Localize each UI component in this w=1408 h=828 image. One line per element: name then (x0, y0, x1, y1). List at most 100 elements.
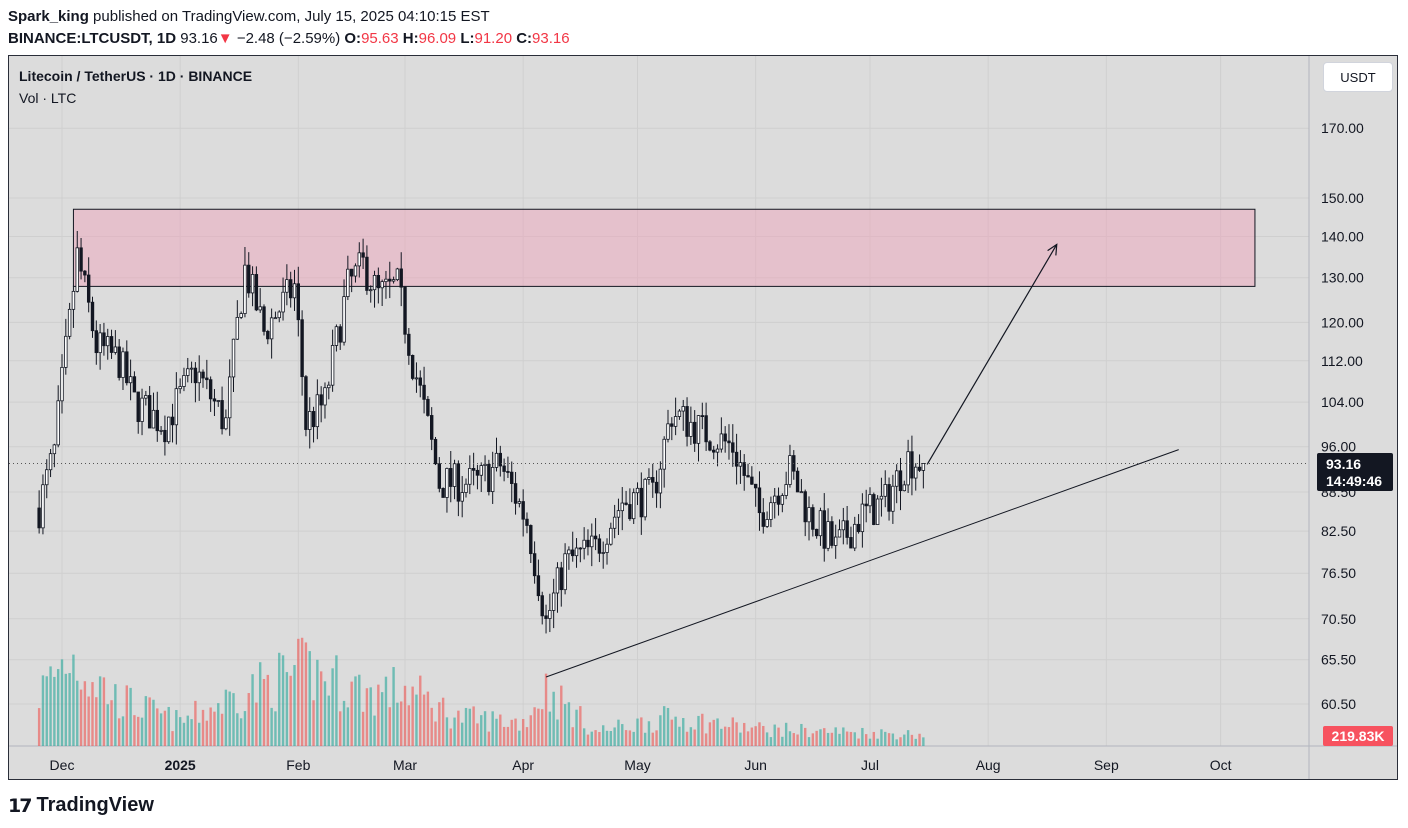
candle-body (182, 375, 186, 387)
volume-bar (651, 732, 654, 746)
time-tick-label: Jul (861, 757, 879, 773)
volume-bar (487, 731, 491, 746)
candle-body (658, 468, 663, 494)
candle-body (64, 335, 68, 368)
volume-bar (777, 727, 780, 746)
candle-body (121, 351, 125, 378)
volume-bar (636, 718, 639, 746)
candle-body (590, 535, 594, 548)
candle-body (914, 466, 918, 479)
volume-bar (811, 733, 815, 746)
time-tick-label: 2025 (165, 757, 196, 773)
chart-legend-title[interactable]: Litecoin / TetherUS · 1D · BINANCE (19, 68, 253, 84)
volume-bar (720, 728, 723, 746)
candle-body (391, 279, 396, 282)
candle-body (285, 279, 289, 293)
volume-bar (64, 673, 68, 746)
tradingview-brand[interactable]: 17 TradingView (8, 794, 154, 817)
volume-bar (605, 730, 609, 746)
bar-countdown: 14:49:46 (1326, 473, 1383, 489)
volume-bar (647, 721, 651, 746)
candle-body (532, 553, 537, 577)
volume-bar (312, 700, 315, 746)
candle-body (849, 537, 853, 549)
price-tick-label: 70.50 (1321, 611, 1356, 627)
volume-bar (323, 681, 327, 746)
volume-bar (342, 700, 346, 746)
candle-body (475, 469, 480, 476)
target-arrow (926, 244, 1058, 465)
candle-body (193, 367, 198, 384)
candle-body (700, 415, 705, 417)
candle-body (60, 366, 64, 402)
volume-bar (293, 665, 296, 746)
volume-bar (72, 654, 75, 746)
candle-body (494, 452, 499, 468)
volume-bar (396, 702, 399, 746)
volume-bar (880, 729, 883, 746)
volume-bar (674, 716, 677, 746)
candle-body (201, 371, 205, 379)
candle-body (250, 274, 255, 294)
volume-bar (377, 684, 380, 746)
candle-body (734, 451, 739, 467)
price-chart[interactable]: 170.00 150.00 140.00 130.00 120.00 112.00 104.… (9, 56, 1398, 780)
volume-bar (217, 703, 220, 746)
candle-body (330, 345, 335, 386)
candle-body (83, 270, 87, 276)
candle-body (662, 438, 666, 470)
volume-bar (621, 724, 624, 746)
close-label: C: (516, 30, 533, 47)
volume-bar (480, 715, 483, 746)
candle-body (757, 487, 762, 514)
candle-body (163, 429, 167, 443)
volume-bar (506, 726, 510, 746)
candle-body (388, 278, 392, 282)
candle-body (506, 471, 510, 473)
candle-body (635, 487, 640, 494)
volume-bar (533, 707, 536, 746)
candle-body (731, 442, 735, 453)
volume-bar (739, 732, 742, 746)
candle-body (346, 268, 350, 298)
candle-body (746, 475, 750, 478)
author-name[interactable]: Spark_king (8, 8, 89, 25)
volume-bar (586, 734, 590, 746)
candle-body (429, 415, 434, 440)
volume-bar (864, 734, 868, 746)
volume-bar (796, 734, 799, 746)
candle-body (422, 384, 426, 400)
candle-body (216, 400, 220, 402)
candle-body (231, 338, 236, 378)
candle-body (822, 510, 826, 549)
candle-body (266, 330, 270, 340)
candle-body (403, 286, 407, 335)
candle-body (525, 518, 529, 526)
candle-body (654, 481, 659, 494)
candle-body (628, 504, 632, 520)
candle-body (807, 507, 811, 523)
volume-bar (476, 723, 479, 746)
candle-body (56, 400, 60, 446)
candle-body (513, 483, 518, 504)
candle-body (639, 487, 644, 518)
candle-body (818, 510, 823, 537)
volume-bar (735, 722, 738, 746)
volume-bar (895, 739, 898, 746)
volume-bar (525, 727, 529, 746)
volume-bar (838, 733, 841, 746)
volume-bar (529, 715, 532, 746)
volume-bar (79, 689, 83, 746)
price-tick-label: 60.50 (1321, 696, 1356, 712)
volume-bar (541, 709, 544, 746)
currency-button[interactable]: USDT (1323, 62, 1393, 92)
volume-legend[interactable]: Vol · LTC (19, 90, 77, 106)
volume-bar (472, 706, 475, 746)
volume-bar (617, 719, 620, 746)
candle-body (666, 423, 670, 440)
candle-body (174, 388, 179, 426)
candle-body (167, 416, 171, 443)
candle-body (616, 510, 621, 518)
volume-bar (419, 675, 422, 746)
chart-pane[interactable]: 170.00 150.00 140.00 130.00 120.00 112.00 104.… (8, 55, 1398, 780)
